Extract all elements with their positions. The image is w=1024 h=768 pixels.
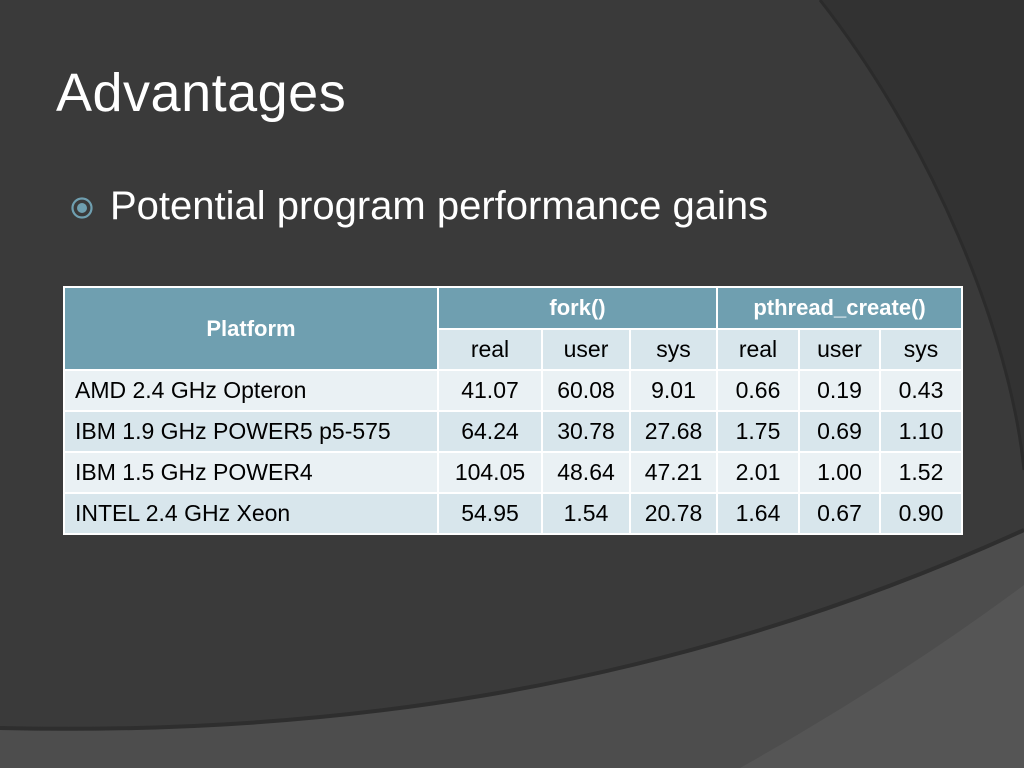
table-row: INTEL 2.4 GHz Xeon 54.95 1.54 20.78 1.64…: [63, 492, 964, 535]
pthread-create-header: pthread_create(): [715, 286, 964, 330]
value-cell: 104.05: [437, 451, 543, 494]
value-cell: 64.24: [437, 410, 543, 453]
subheader-pthread-real: real: [716, 328, 800, 371]
platform-cell: IBM 1.5 GHz POWER4: [63, 451, 439, 494]
value-cell: 27.68: [629, 410, 718, 453]
slide-title: Advantages: [56, 63, 347, 123]
value-cell: 41.07: [437, 369, 543, 412]
value-cell: 1.10: [878, 410, 964, 453]
platform-cell: IBM 1.9 GHz POWER5 p5-575: [63, 410, 439, 453]
value-cell: 20.78: [629, 492, 718, 535]
subheader-fork-sys: sys: [629, 328, 718, 371]
value-cell: 47.21: [629, 451, 718, 494]
subheader-pthread-user: user: [798, 328, 881, 371]
table-subheader-row: real user sys real user sys: [64, 328, 964, 371]
subheader-pthread-sys: sys: [878, 328, 964, 371]
value-cell: 2.01: [716, 451, 800, 494]
value-cell: 0.43: [878, 369, 964, 412]
table-row: IBM 1.5 GHz POWER4 104.05 48.64 47.21 2.…: [63, 451, 964, 494]
value-cell: 0.19: [798, 369, 881, 412]
bullet-text: Potential program performance gains: [110, 184, 769, 228]
value-cell: 60.08: [541, 369, 631, 412]
value-cell: 30.78: [541, 410, 631, 453]
value-cell: 1.52: [878, 451, 964, 494]
table-header-row: Platform fork() pthread_create(): [63, 286, 964, 371]
fork-header: fork(): [437, 286, 718, 330]
performance-table: Platform fork() pthread_create() real us…: [63, 286, 964, 535]
value-cell: 48.64: [541, 451, 631, 494]
bullet-item: Potential program performance gains: [70, 184, 768, 229]
subheader-fork-user: user: [541, 328, 631, 371]
value-cell: 1.75: [716, 410, 800, 453]
value-cell: 9.01: [629, 369, 718, 412]
value-cell: 54.95: [437, 492, 543, 535]
value-cell: 0.67: [798, 492, 881, 535]
table-row: IBM 1.9 GHz POWER5 p5-575 64.24 30.78 27…: [63, 410, 964, 453]
value-cell: 0.90: [878, 492, 964, 535]
value-cell: 1.64: [716, 492, 800, 535]
platform-cell: INTEL 2.4 GHz Xeon: [63, 492, 439, 535]
value-cell: 0.69: [798, 410, 881, 453]
value-cell: 0.66: [716, 369, 800, 412]
radio-bullet-icon: [71, 196, 93, 219]
subheader-fork-real: real: [437, 328, 543, 371]
table-row: AMD 2.4 GHz Opteron 41.07 60.08 9.01 0.6…: [63, 369, 964, 412]
value-cell: 1.00: [798, 451, 881, 494]
value-cell: 1.54: [541, 492, 631, 535]
platform-header: Platform: [63, 286, 439, 371]
platform-cell: AMD 2.4 GHz Opteron: [63, 369, 439, 412]
